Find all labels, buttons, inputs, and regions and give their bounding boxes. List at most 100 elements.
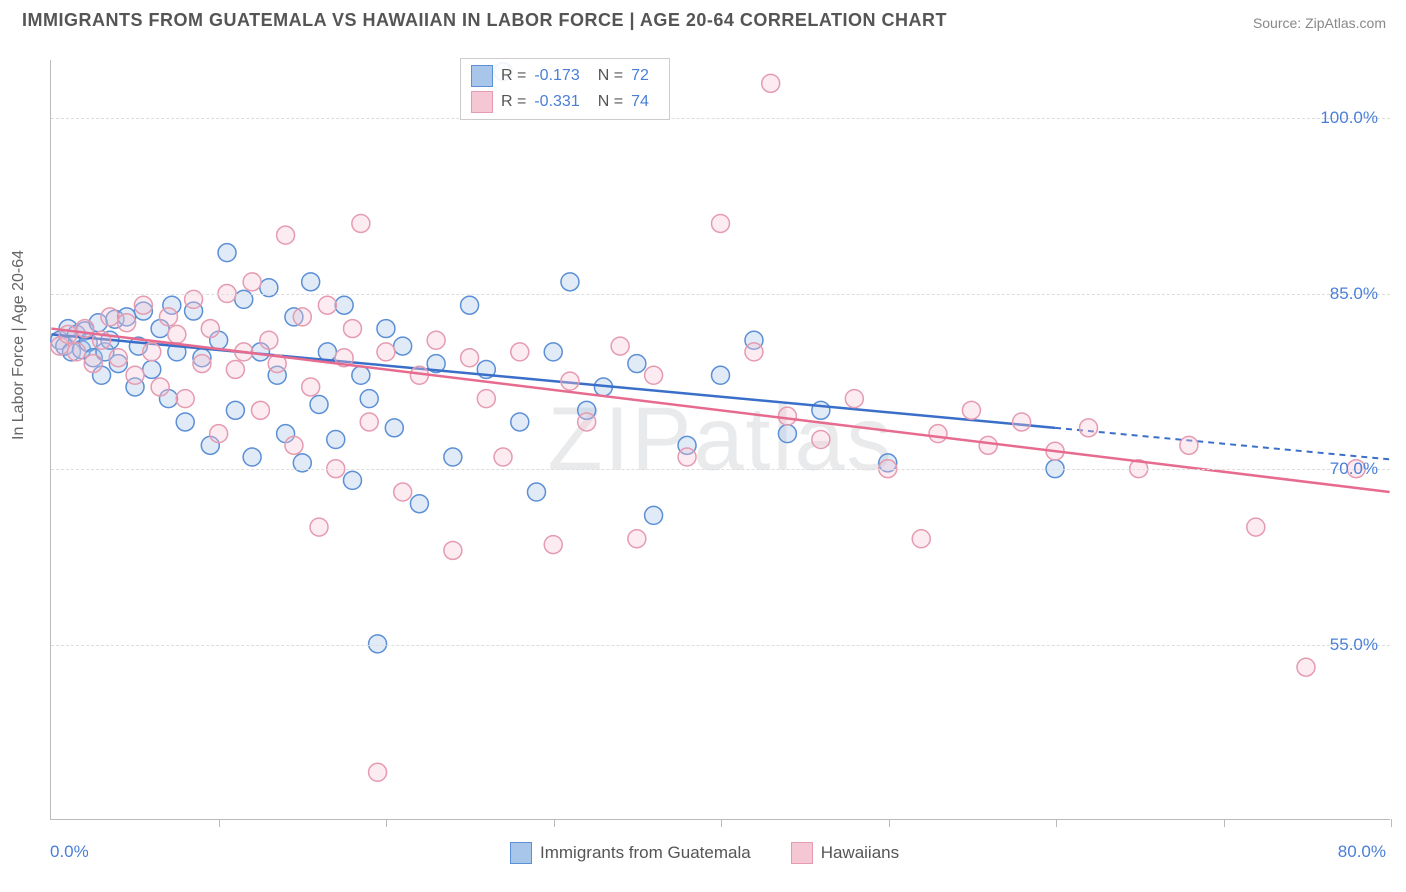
data-point	[84, 355, 102, 373]
data-point	[410, 495, 428, 513]
data-point	[678, 448, 696, 466]
data-point	[176, 390, 194, 408]
stat-n-value-1: 72	[631, 67, 649, 85]
data-point	[59, 325, 77, 343]
legend-swatch-series1	[471, 65, 493, 87]
data-point	[385, 419, 403, 437]
data-point	[511, 413, 529, 431]
stat-r-value-1: -0.173	[534, 67, 579, 85]
data-point	[310, 518, 328, 536]
data-point	[628, 355, 646, 373]
data-point	[285, 436, 303, 454]
data-point	[143, 360, 161, 378]
data-point	[611, 337, 629, 355]
data-point	[360, 413, 378, 431]
stat-n-label: N =	[598, 93, 623, 111]
data-point	[201, 320, 219, 338]
data-point	[494, 448, 512, 466]
data-point	[151, 378, 169, 396]
data-point	[1013, 413, 1031, 431]
data-point	[444, 448, 462, 466]
data-point	[444, 541, 462, 559]
data-point	[561, 372, 579, 390]
data-point	[1297, 658, 1315, 676]
data-point	[912, 530, 930, 548]
stat-n-value-2: 74	[631, 93, 649, 111]
data-point	[461, 349, 479, 367]
data-point	[427, 331, 445, 349]
data-point	[511, 343, 529, 361]
data-point	[134, 296, 152, 314]
data-point	[143, 343, 161, 361]
data-point	[645, 506, 663, 524]
data-point	[745, 343, 763, 361]
y-tick-label: 85.0%	[1330, 284, 1378, 304]
data-point	[812, 431, 830, 449]
data-point	[352, 366, 370, 384]
data-point	[845, 390, 863, 408]
data-point	[218, 244, 236, 262]
legend-swatch-guatemala	[510, 842, 532, 864]
data-point	[343, 471, 361, 489]
data-point	[778, 407, 796, 425]
data-point	[528, 483, 546, 501]
data-point	[778, 425, 796, 443]
data-point	[561, 273, 579, 291]
data-point	[260, 331, 278, 349]
data-point	[159, 308, 177, 326]
data-point	[360, 390, 378, 408]
data-point	[277, 226, 295, 244]
data-point	[302, 273, 320, 291]
data-point	[293, 308, 311, 326]
data-point	[1247, 518, 1265, 536]
data-point	[226, 360, 244, 378]
stat-r-value-2: -0.331	[534, 93, 579, 111]
chart-title: IMMIGRANTS FROM GUATEMALA VS HAWAIIAN IN…	[22, 10, 947, 31]
data-point	[377, 320, 395, 338]
data-point	[394, 483, 412, 501]
data-point	[118, 314, 136, 332]
data-point	[243, 448, 261, 466]
data-point	[628, 530, 646, 548]
data-point	[251, 401, 269, 419]
data-point	[812, 401, 830, 419]
y-tick-label: 70.0%	[1330, 459, 1378, 479]
data-point	[1180, 436, 1198, 454]
data-point	[243, 273, 261, 291]
legend-swatch-series2	[471, 91, 493, 113]
data-point	[226, 401, 244, 419]
data-point	[109, 349, 127, 367]
x-axis-min-label: 0.0%	[50, 842, 89, 862]
x-axis-max-label: 80.0%	[1338, 842, 1386, 862]
data-point	[302, 378, 320, 396]
data-point	[76, 320, 94, 338]
data-point	[369, 763, 387, 781]
data-point	[461, 296, 479, 314]
data-point	[318, 343, 336, 361]
stat-r-label: R =	[501, 93, 526, 111]
data-point	[394, 337, 412, 355]
y-axis-label: In Labor Force | Age 20-64	[10, 250, 28, 440]
source-label: Source: ZipAtlas.com	[1253, 15, 1386, 31]
data-point	[962, 401, 980, 419]
data-point	[544, 343, 562, 361]
data-point	[335, 296, 353, 314]
data-point	[193, 355, 211, 373]
legend-stats: R = -0.173 N = 72 R = -0.331 N = 74	[460, 58, 670, 120]
data-point	[645, 366, 663, 384]
legend-label-2: Hawaiians	[821, 843, 899, 863]
chart-svg	[51, 60, 1390, 819]
data-point	[327, 431, 345, 449]
data-point	[544, 536, 562, 554]
data-point	[712, 366, 730, 384]
data-point	[318, 296, 336, 314]
data-point	[176, 413, 194, 431]
data-point	[477, 390, 495, 408]
data-point	[377, 343, 395, 361]
data-point	[101, 308, 119, 326]
data-point	[310, 395, 328, 413]
trend-line-extrapolated	[1055, 428, 1390, 460]
data-point	[210, 425, 228, 443]
data-point	[929, 425, 947, 443]
data-point	[979, 436, 997, 454]
